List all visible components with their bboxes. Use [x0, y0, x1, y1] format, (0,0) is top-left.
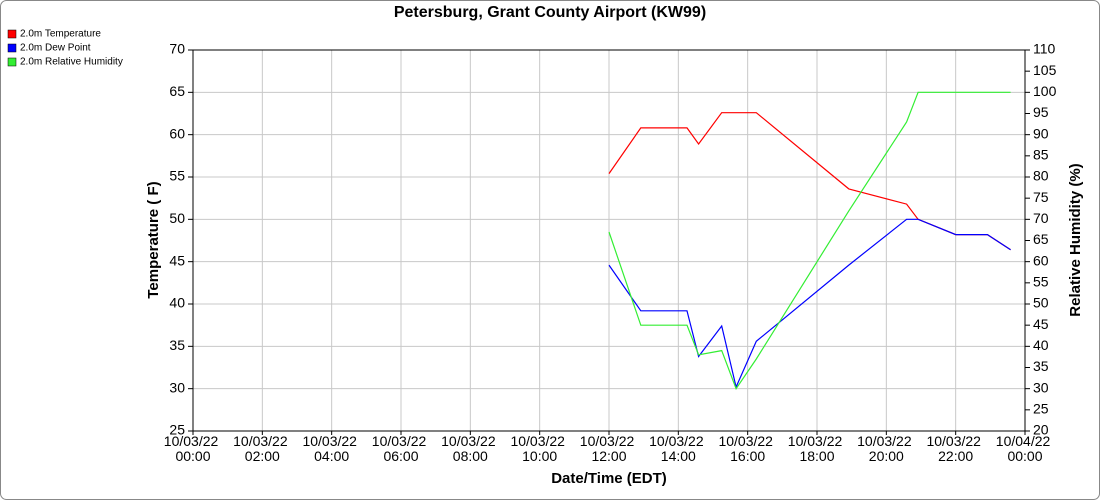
y2-tick-label: 55 — [1033, 274, 1049, 290]
y-tick-label: 35 — [169, 337, 185, 353]
y-tick-label: 65 — [169, 83, 185, 99]
y2-tick-label: 90 — [1033, 125, 1049, 141]
y2-tick-label: 75 — [1033, 189, 1049, 205]
y2-tick-label: 25 — [1033, 401, 1049, 417]
y2-tick-label: 50 — [1033, 295, 1049, 311]
y2-tick-label: 40 — [1033, 337, 1049, 353]
y2-tick-label: 45 — [1033, 316, 1049, 332]
legend-label: 2.0m Temperature — [20, 29, 101, 40]
x-tick-label: 10/03/22 22:00 — [926, 433, 984, 464]
x-tick-label: 10/03/22 18:00 — [788, 433, 846, 464]
y2-axis-title: Relative Humidity (%) — [1067, 163, 1084, 316]
legend-label: 2.0m Relative Humidity — [20, 57, 123, 68]
y-tick-label: 30 — [169, 379, 185, 395]
plot-frame — [192, 49, 1026, 432]
x-tick-label: 10/03/22 00:00 — [164, 433, 222, 464]
y2-tick-label: 105 — [1033, 62, 1057, 78]
x-tick-label: 10/03/22 14:00 — [649, 433, 707, 464]
x-axis-title: Date/Time (EDT) — [551, 470, 667, 487]
x-tick-label: 10/03/22 02:00 — [233, 433, 291, 464]
legend-label: 2.0m Dew Point — [20, 43, 91, 54]
y2-tick-label: 20 — [1033, 422, 1049, 438]
y-axis-title: Temperature ( F) — [145, 181, 162, 298]
legend-swatch — [7, 57, 17, 67]
legend-swatch — [7, 43, 17, 53]
y-tick-label: 55 — [169, 168, 185, 184]
y2-tick-label: 85 — [1033, 147, 1049, 163]
y2-tick-label: 100 — [1033, 83, 1057, 99]
y2-tick-label: 70 — [1033, 210, 1049, 226]
y-tick-label: 50 — [169, 210, 185, 226]
legend-swatch — [7, 29, 17, 39]
y2-tick-label: 80 — [1033, 168, 1049, 184]
y-tick-label: 45 — [169, 252, 185, 268]
y-tick-label: 60 — [169, 125, 185, 141]
x-tick-label: 10/03/22 04:00 — [302, 433, 360, 464]
y2-tick-label: 35 — [1033, 358, 1049, 374]
y-tick-label: 40 — [169, 295, 185, 311]
y2-tick-label: 65 — [1033, 231, 1049, 247]
y2-tick-label: 30 — [1033, 379, 1049, 395]
x-tick-label: 10/04/22 00:00 — [996, 433, 1054, 464]
y2-tick-label: 60 — [1033, 252, 1049, 268]
x-tick-label: 10/03/22 16:00 — [718, 433, 776, 464]
x-tick-label: 10/03/22 12:00 — [580, 433, 638, 464]
y-tick-label: 70 — [169, 41, 185, 57]
y2-tick-label: 110 — [1033, 41, 1056, 57]
x-tick-label: 10/03/22 08:00 — [441, 433, 499, 464]
x-tick-label: 10/03/22 10:00 — [510, 433, 568, 464]
y2-tick-label: 95 — [1033, 104, 1049, 120]
chart-title: Petersburg, Grant County Airport (KW99) — [394, 4, 706, 21]
y-tick-label: 25 — [169, 422, 185, 438]
series-line — [608, 218, 1011, 389]
series-line — [608, 91, 1011, 390]
x-tick-label: 10/03/22 06:00 — [372, 433, 430, 464]
x-tick-label: 10/03/22 20:00 — [857, 433, 915, 464]
